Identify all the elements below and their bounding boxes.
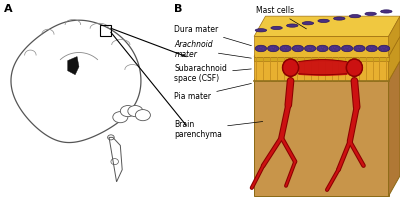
Ellipse shape: [365, 12, 376, 15]
Ellipse shape: [258, 47, 260, 48]
Ellipse shape: [275, 48, 276, 49]
Text: A: A: [4, 4, 12, 14]
Polygon shape: [254, 57, 389, 61]
Ellipse shape: [344, 47, 346, 48]
Ellipse shape: [296, 49, 297, 50]
Ellipse shape: [317, 45, 328, 52]
Ellipse shape: [345, 49, 346, 50]
Ellipse shape: [383, 47, 385, 48]
Ellipse shape: [378, 45, 390, 52]
Ellipse shape: [120, 106, 135, 117]
Polygon shape: [389, 16, 400, 57]
Ellipse shape: [334, 47, 336, 48]
Ellipse shape: [270, 47, 272, 48]
Text: B: B: [174, 4, 183, 14]
Ellipse shape: [357, 49, 359, 50]
Ellipse shape: [336, 48, 338, 49]
Ellipse shape: [386, 48, 387, 49]
Ellipse shape: [259, 49, 260, 50]
Ellipse shape: [285, 47, 286, 48]
Ellipse shape: [302, 22, 314, 25]
Ellipse shape: [128, 106, 143, 117]
Ellipse shape: [283, 49, 285, 50]
Ellipse shape: [361, 48, 362, 49]
Ellipse shape: [280, 45, 291, 52]
Ellipse shape: [346, 59, 362, 76]
Ellipse shape: [342, 45, 353, 52]
Ellipse shape: [346, 59, 362, 76]
Ellipse shape: [282, 47, 284, 48]
Text: Arachnoid
mater: Arachnoid mater: [174, 40, 251, 59]
Ellipse shape: [333, 49, 334, 50]
Ellipse shape: [354, 45, 365, 52]
Ellipse shape: [334, 17, 345, 20]
Ellipse shape: [381, 47, 382, 48]
Ellipse shape: [286, 24, 298, 27]
Text: Dura mater: Dura mater: [174, 25, 252, 46]
Polygon shape: [254, 36, 389, 57]
Ellipse shape: [371, 47, 372, 48]
Ellipse shape: [359, 47, 360, 48]
Ellipse shape: [135, 109, 150, 121]
Ellipse shape: [304, 45, 316, 52]
Ellipse shape: [297, 47, 299, 48]
Text: Brain
parenchyma: Brain parenchyma: [174, 120, 263, 139]
Polygon shape: [254, 61, 400, 81]
Ellipse shape: [282, 59, 298, 76]
Text: Subarachnoid
space (CSF): Subarachnoid space (CSF): [174, 64, 251, 83]
Ellipse shape: [318, 19, 329, 22]
Ellipse shape: [324, 48, 326, 49]
Ellipse shape: [312, 48, 313, 49]
Ellipse shape: [282, 59, 298, 76]
Ellipse shape: [320, 47, 321, 48]
Ellipse shape: [349, 15, 361, 18]
Ellipse shape: [307, 47, 309, 48]
Ellipse shape: [287, 48, 289, 49]
Ellipse shape: [370, 49, 371, 50]
Ellipse shape: [320, 49, 322, 50]
Bar: [100, 25, 111, 36]
Ellipse shape: [346, 47, 348, 48]
Ellipse shape: [356, 47, 358, 48]
Ellipse shape: [309, 47, 311, 48]
Polygon shape: [389, 36, 400, 81]
Polygon shape: [389, 61, 400, 196]
Polygon shape: [11, 20, 141, 143]
Ellipse shape: [260, 47, 262, 48]
Ellipse shape: [271, 49, 273, 50]
Polygon shape: [109, 137, 122, 182]
Ellipse shape: [381, 10, 392, 13]
Ellipse shape: [272, 47, 274, 48]
Ellipse shape: [262, 48, 264, 49]
Ellipse shape: [113, 112, 128, 123]
Ellipse shape: [348, 48, 350, 49]
Ellipse shape: [332, 47, 333, 48]
Ellipse shape: [373, 48, 375, 49]
Ellipse shape: [382, 49, 384, 50]
Ellipse shape: [271, 26, 282, 29]
Polygon shape: [254, 57, 389, 81]
Ellipse shape: [322, 47, 323, 48]
Ellipse shape: [255, 45, 267, 52]
Polygon shape: [254, 16, 400, 36]
Ellipse shape: [299, 48, 301, 49]
Ellipse shape: [329, 45, 340, 52]
Ellipse shape: [369, 47, 370, 48]
Ellipse shape: [255, 29, 267, 32]
Ellipse shape: [308, 49, 310, 50]
Ellipse shape: [292, 45, 304, 52]
Ellipse shape: [295, 47, 296, 48]
Polygon shape: [254, 81, 389, 196]
Ellipse shape: [366, 45, 378, 52]
Ellipse shape: [268, 45, 279, 52]
Polygon shape: [68, 57, 79, 75]
Polygon shape: [254, 36, 400, 57]
Text: Mast cells: Mast cells: [256, 6, 306, 29]
Text: Pia mater: Pia mater: [174, 83, 251, 101]
